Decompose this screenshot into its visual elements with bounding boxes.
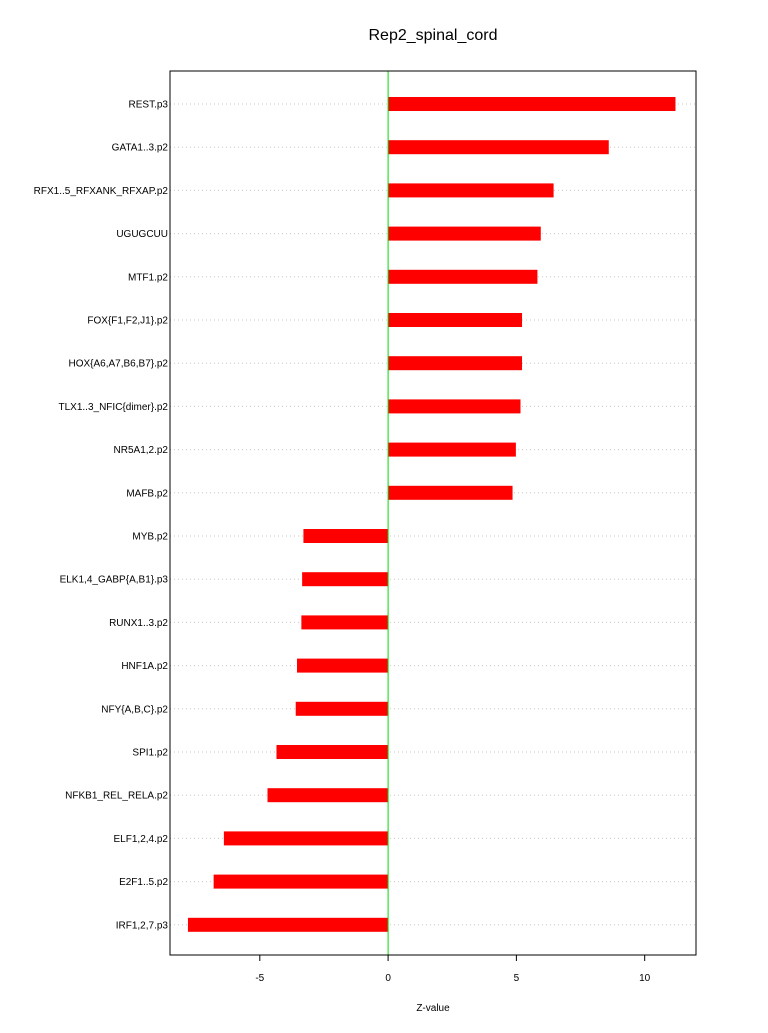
category-label: REST.p3 xyxy=(129,100,169,111)
x-axis-title: Z-value xyxy=(416,1003,450,1014)
x-tick-label: 10 xyxy=(639,973,651,984)
bar xyxy=(223,831,389,846)
bar xyxy=(388,442,516,457)
x-tick-label: -5 xyxy=(255,973,264,984)
bar xyxy=(267,788,389,803)
x-tick-label: 0 xyxy=(385,973,391,984)
category-label: HNF1A.p2 xyxy=(121,661,168,672)
bar xyxy=(213,874,389,889)
bar xyxy=(295,701,389,716)
category-label: GATA1..3.p2 xyxy=(112,143,169,154)
bar xyxy=(301,615,389,630)
category-label: TLX1..3_NFIC{dimer}.p2 xyxy=(59,402,169,413)
bar xyxy=(388,356,523,371)
bar xyxy=(297,658,389,673)
bar xyxy=(276,745,389,759)
category-label: MTF1.p2 xyxy=(128,272,168,283)
category-label: SPI1.p2 xyxy=(132,748,168,759)
category-label: ELK1,4_GABP{A,B1}.p3 xyxy=(60,575,169,586)
bar xyxy=(388,97,676,111)
category-label: E2F1..5.p2 xyxy=(119,877,168,888)
x-tick-label: 5 xyxy=(514,973,520,984)
bar xyxy=(388,399,521,414)
category-label: FOX{F1,F2,J1}.p2 xyxy=(87,316,168,327)
category-labels: REST.p3 GATA1..3.p2 RFX1..5_RFXANK_RFXAP.p… xyxy=(34,100,169,932)
category-label: RUNX1..3.p2 xyxy=(109,618,168,629)
category-label: MAFB.p2 xyxy=(126,488,168,499)
bar xyxy=(303,529,389,543)
plot-frame xyxy=(169,70,697,956)
category-label: IRF1,2,7.p3 xyxy=(116,920,169,931)
x-axis: -5 0 5 10 xyxy=(255,955,651,984)
category-label: NR5A1,2.p2 xyxy=(114,445,169,456)
bar-layer xyxy=(187,97,676,932)
bar xyxy=(388,140,609,155)
bar xyxy=(388,226,541,241)
bar xyxy=(187,917,389,932)
chart-title: Rep2_spinal_cord xyxy=(369,27,498,44)
category-label: NFY{A,B,C}.p2 xyxy=(101,704,168,715)
bar xyxy=(388,183,554,198)
bar xyxy=(302,572,389,587)
category-label: MYB.p2 xyxy=(132,532,168,543)
category-label: NFKB1_REL_RELA.p2 xyxy=(65,791,168,802)
category-label: RFX1..5_RFXANK_RFXAP.p2 xyxy=(34,186,169,197)
category-label: HOX{A6,A7,B6,B7}.p2 xyxy=(68,359,168,370)
bar xyxy=(388,485,513,500)
category-label: ELF1,2,4.p2 xyxy=(114,834,169,845)
bar xyxy=(388,269,538,284)
category-label: UGUGCUU xyxy=(116,229,168,240)
bar xyxy=(388,313,523,327)
